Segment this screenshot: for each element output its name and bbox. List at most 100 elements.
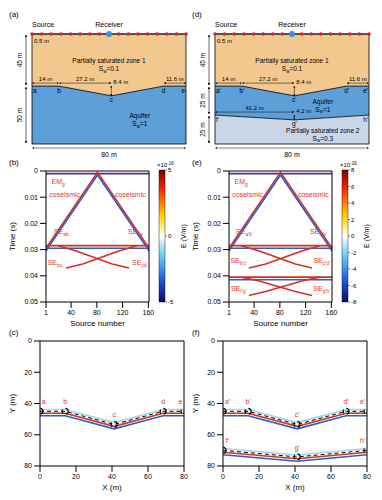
svg-text:80: 80 [93, 309, 101, 316]
svg-text:Partially saturated zone 2: Partially saturated zone 2 [286, 127, 360, 135]
svg-text:e: e [181, 87, 185, 94]
svg-text:f': f' [216, 116, 219, 123]
svg-text:-8: -8 [351, 299, 357, 305]
svg-text:a: a [42, 398, 46, 405]
svg-text:b: b [63, 398, 67, 405]
svg-text:c: c [112, 411, 116, 418]
svg-text:SEa'b': SEa'b' [236, 228, 253, 237]
svg-text:-6: -6 [351, 283, 357, 289]
svg-text:Source: Source [32, 21, 54, 28]
svg-text:e': e' [360, 398, 365, 405]
svg-text:Receiver: Receiver [278, 21, 306, 28]
svg-text:80: 80 [180, 473, 188, 480]
svg-text:(a): (a) [9, 10, 19, 19]
svg-text:0.01: 0.01 [24, 194, 38, 201]
svg-text:41.2 m: 41.2 m [245, 105, 263, 111]
svg-text:11.6 m: 11.6 m [349, 76, 367, 82]
svg-text:SEb'c': SEb'c' [230, 257, 247, 266]
svg-text:0.5 m: 0.5 m [34, 38, 49, 44]
svg-text:40: 40 [291, 473, 299, 480]
svg-text:45 m: 45 m [199, 53, 206, 67]
svg-text:SEd'e': SEd'e' [310, 228, 327, 237]
svg-text:25 m: 25 m [199, 122, 206, 136]
svg-text:Y (m): Y (m) [8, 393, 17, 413]
svg-text:2: 2 [351, 217, 355, 223]
svg-text:20: 20 [72, 473, 80, 480]
svg-text:60: 60 [144, 473, 152, 480]
svg-text:Aquifer: Aquifer [312, 98, 333, 106]
svg-text:Receiver: Receiver [95, 21, 123, 28]
svg-text:0.03: 0.03 [24, 246, 38, 253]
svg-text:c': c' [292, 96, 297, 103]
svg-text:e': e' [363, 87, 368, 94]
svg-text:50 m: 50 m [16, 108, 23, 122]
svg-text:0.04: 0.04 [24, 272, 38, 279]
svg-text:×10-16: ×10-16 [340, 161, 357, 169]
svg-text:Sw=1: Sw=1 [315, 106, 330, 115]
svg-text:1: 1 [227, 309, 231, 316]
svg-text:14 m: 14 m [39, 76, 52, 82]
svg-text:40: 40 [24, 400, 32, 407]
svg-text:SEc'd': SEc'd' [313, 257, 330, 266]
svg-text:h': h' [363, 116, 368, 123]
svg-text:8.4 m: 8.4 m [296, 79, 311, 85]
svg-text:20: 20 [255, 473, 263, 480]
svg-text:Sw=0.3: Sw=0.3 [313, 135, 334, 144]
svg-text:80: 80 [24, 462, 32, 469]
svg-text:6: 6 [351, 184, 355, 190]
svg-text:SEbc: SEbc [48, 259, 63, 268]
svg-text:(d): (d) [192, 10, 202, 19]
svg-text:1: 1 [44, 309, 48, 316]
svg-text:Sw=0.1: Sw=0.1 [282, 65, 303, 74]
svg-text:45 m: 45 m [16, 53, 23, 67]
svg-text:a: a [33, 87, 37, 94]
svg-text:8: 8 [351, 167, 355, 173]
svg-text:a': a' [216, 87, 221, 94]
svg-text:Partially saturated zone 1: Partially saturated zone 1 [255, 57, 329, 65]
svg-text:Source number: Source number [70, 319, 125, 328]
svg-text:coseismic: coseismic [232, 191, 263, 198]
svg-text:coseismic: coseismic [298, 191, 329, 198]
svg-text:0: 0 [351, 233, 355, 239]
svg-text:0: 0 [211, 337, 215, 344]
svg-text:e: e [178, 398, 182, 405]
svg-text:60: 60 [327, 473, 335, 480]
svg-text:5: 5 [168, 167, 172, 173]
svg-text:11.6 m: 11.6 m [166, 76, 184, 82]
svg-text:0.05: 0.05 [24, 298, 38, 305]
svg-text:4: 4 [351, 200, 355, 206]
svg-text:8.4 m: 8.4 m [113, 79, 128, 85]
svg-text:Aquifer: Aquifer [129, 112, 150, 120]
svg-text:Y (m): Y (m) [191, 393, 200, 413]
svg-text:0: 0 [28, 337, 32, 344]
svg-text:d': d' [344, 87, 349, 94]
svg-text:-2: -2 [351, 250, 357, 256]
svg-text:g': g' [292, 120, 297, 128]
svg-text:-5: -5 [168, 299, 174, 305]
svg-text:E (V/m): E (V/m) [180, 224, 188, 248]
svg-text:40: 40 [207, 400, 215, 407]
svg-text:80 m: 80 m [101, 151, 117, 158]
svg-text:X (m): X (m) [102, 483, 122, 492]
svg-text:0.05: 0.05 [207, 298, 221, 305]
svg-text:d: d [161, 398, 165, 405]
svg-text:4.2 m: 4.2 m [296, 108, 311, 114]
svg-text:h': h' [360, 437, 365, 444]
svg-text:E (V/m): E (V/m) [363, 224, 371, 248]
svg-text:80: 80 [207, 462, 215, 469]
svg-text:40: 40 [67, 309, 75, 316]
svg-text:Sw=1: Sw=1 [132, 120, 147, 129]
svg-text:0.04: 0.04 [207, 272, 221, 279]
svg-text:0: 0 [38, 473, 42, 480]
svg-text:d': d' [344, 398, 349, 405]
svg-text:0: 0 [217, 167, 221, 174]
svg-text:80: 80 [276, 309, 284, 316]
svg-text:120: 120 [300, 309, 312, 316]
svg-text:Time (s): Time (s) [8, 222, 17, 251]
svg-text:40: 40 [108, 473, 116, 480]
svg-text:25 m: 25 m [199, 93, 206, 107]
svg-text:coseismic: coseismic [115, 191, 146, 198]
svg-text:X (m): X (m) [285, 483, 305, 492]
svg-text:b': b' [240, 87, 245, 94]
svg-text:SEab: SEab [54, 228, 69, 237]
